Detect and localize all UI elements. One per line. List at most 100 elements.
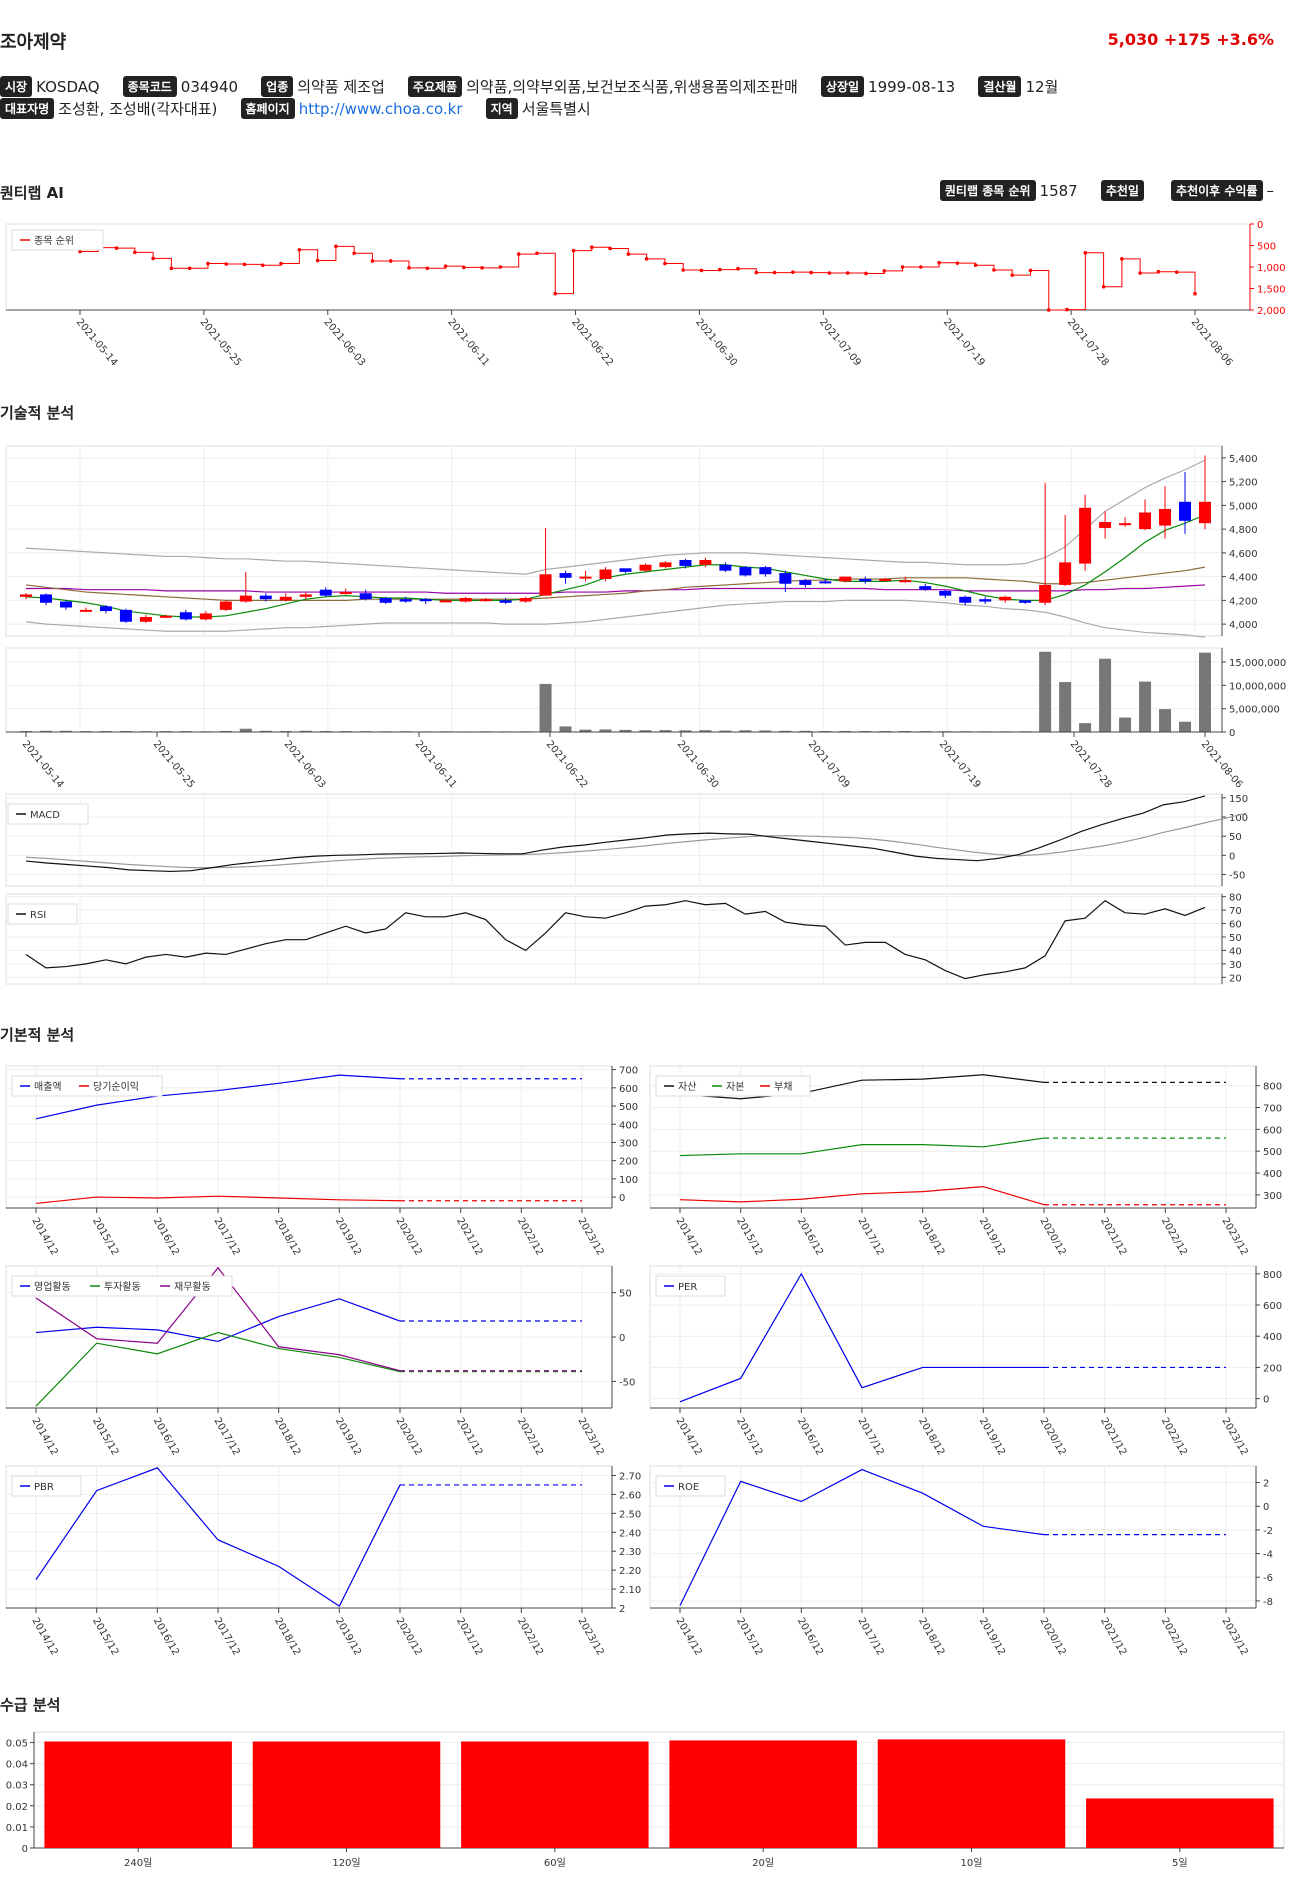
sales-chart-ytick-label: 200 xyxy=(619,1157,638,1168)
pbr-chart-xtick-label: 2019/12 xyxy=(333,1616,363,1657)
pbr-chart-xtick-label: 2016/12 xyxy=(151,1616,181,1657)
fiscal-badge: 결산월 xyxy=(978,76,1022,97)
price-ytick-label: 5,200 xyxy=(1229,478,1258,489)
candle-body xyxy=(499,600,512,603)
candle-body xyxy=(879,579,892,581)
info-row-1: 시장 KOSDAQ 종목코드 034940 업종 의약품 제조업 주요제품 의약품,의약… xyxy=(0,76,1076,97)
pbr-chart-ytick-label: 2.70 xyxy=(619,1471,641,1482)
volume-bar xyxy=(559,726,572,732)
balance-chart-xtick-label: 2017/12 xyxy=(855,1216,885,1257)
roe-chart-xtick-label: 2019/12 xyxy=(977,1616,1007,1657)
price-chart-frame xyxy=(5,445,1223,637)
rank-point xyxy=(845,271,850,275)
volume-xtick-label: 2021-06-22 xyxy=(544,739,590,791)
volume-xtick-label: 2021-05-14 xyxy=(20,739,66,791)
candle-body xyxy=(279,596,292,601)
cashflow-chart-ytick-label: 0 xyxy=(619,1333,625,1344)
volume-xtick-label: 2021-06-30 xyxy=(675,739,721,791)
candle-body xyxy=(959,596,972,603)
rank-point xyxy=(334,244,338,249)
balance-chart-ytick-label: 700 xyxy=(1263,1104,1282,1115)
sales-chart-series-line xyxy=(35,1074,401,1120)
rank-point xyxy=(608,246,612,251)
volume-bar xyxy=(639,730,652,732)
per-chart-xtick-label: 2022/12 xyxy=(1159,1416,1189,1457)
rank-point xyxy=(260,263,265,268)
roe-chart-xtick-label: 2017/12 xyxy=(855,1616,885,1657)
rank-point xyxy=(480,266,484,270)
candle-body xyxy=(679,560,692,566)
candle-body xyxy=(799,580,812,585)
volume-bar xyxy=(39,730,52,732)
candle-body xyxy=(699,560,712,565)
candle-body xyxy=(159,615,172,618)
candle-body xyxy=(79,609,92,612)
per-chart-xtick-label: 2014/12 xyxy=(673,1416,703,1457)
price-change-pct: +3.6% xyxy=(1216,30,1274,49)
candle-body xyxy=(219,601,232,610)
cashflow-chart-xtick-label: 2020/12 xyxy=(393,1416,423,1457)
roe-chart-legend-label: ROE xyxy=(678,1482,699,1493)
balance-chart-series-line xyxy=(679,1185,1045,1206)
supply-ytick-label: 0 xyxy=(22,1844,28,1855)
code-badge: 종목코드 xyxy=(122,76,177,97)
volume-bar xyxy=(219,730,232,732)
macd-ytick-label: 50 xyxy=(1229,832,1242,843)
ma20-line xyxy=(25,566,1206,601)
rank-point xyxy=(882,269,887,273)
roe-chart-xtick-label: 2022/12 xyxy=(1159,1616,1189,1657)
per-chart-xtick-label: 2019/12 xyxy=(977,1416,1007,1457)
balance-chart-ytick-label: 800 xyxy=(1263,1082,1282,1093)
sales-chart-ytick-label: 500 xyxy=(619,1102,638,1113)
candle-body xyxy=(1019,600,1032,603)
sales-chart-xtick-label: 2022/12 xyxy=(515,1216,545,1257)
rank-ytick-label: 2,000 xyxy=(1257,306,1286,317)
cashflow-chart-xtick-label: 2018/12 xyxy=(272,1416,302,1457)
candle-body xyxy=(779,573,792,584)
candle-body xyxy=(519,598,532,602)
supply-xtick-label: 5일 xyxy=(1172,1857,1188,1869)
rsi-ytick-label: 60 xyxy=(1229,920,1242,931)
products-value: 의약품,의약부외품,보건보조식품,위생용품의제조판매 xyxy=(466,78,798,96)
cashflow-chart-legend-box xyxy=(11,1275,233,1297)
rank-point xyxy=(973,263,978,268)
rank-point xyxy=(937,260,941,265)
rank-point xyxy=(791,270,795,274)
candle-body xyxy=(539,574,552,596)
homepage-link[interactable]: http://www.choa.co.kr xyxy=(298,99,463,118)
per-chart-series-line xyxy=(679,1272,1044,1403)
candle-body xyxy=(599,569,612,579)
roe-chart-ytick-label: 0 xyxy=(1263,1502,1269,1513)
rank-value: 1587 xyxy=(1039,181,1078,200)
rank-point xyxy=(242,262,247,267)
per-chart-ytick-label: 0 xyxy=(1263,1395,1269,1406)
rank-point xyxy=(919,265,923,269)
balance-chart-legend-box xyxy=(655,1075,811,1097)
price-ytick-label: 4,000 xyxy=(1229,620,1258,631)
rank-xtick-label: 2021-05-25 xyxy=(198,317,244,369)
cashflow-chart-series-line xyxy=(35,1331,401,1407)
rank-point xyxy=(1101,284,1106,289)
ma60-line xyxy=(26,584,1206,594)
candle-body xyxy=(339,592,352,595)
volume-bar xyxy=(59,730,72,732)
pbr-chart-ytick-label: 2.30 xyxy=(619,1547,641,1558)
volume-bar xyxy=(259,730,272,732)
cashflow-chart-legend-label: 영업활동 xyxy=(34,1280,71,1293)
roe-chart-series-line xyxy=(679,1468,1045,1606)
rank-point xyxy=(681,268,685,272)
industry-badge: 업종 xyxy=(261,76,294,97)
pbr-chart-ytick-label: 2.60 xyxy=(619,1490,641,1501)
candle-body xyxy=(439,600,452,603)
roe-chart-xtick-label: 2021/12 xyxy=(1098,1616,1128,1657)
rsi-ytick-label: 50 xyxy=(1229,933,1242,944)
volume-bar xyxy=(659,730,672,732)
pbr-chart-xtick-label: 2020/12 xyxy=(393,1616,423,1657)
market-value: KOSDAQ xyxy=(36,77,100,96)
price-block: 5,030 +175 +3.6% xyxy=(1108,30,1274,49)
supply-title: 수급 분석 xyxy=(0,1696,61,1714)
rank-xtick-label: 2021-05-14 xyxy=(74,317,120,369)
current-price: 5,030 xyxy=(1107,30,1159,49)
rank-badge: 퀀티랩 종목 순위 xyxy=(939,180,1036,201)
rank-point xyxy=(644,257,649,261)
